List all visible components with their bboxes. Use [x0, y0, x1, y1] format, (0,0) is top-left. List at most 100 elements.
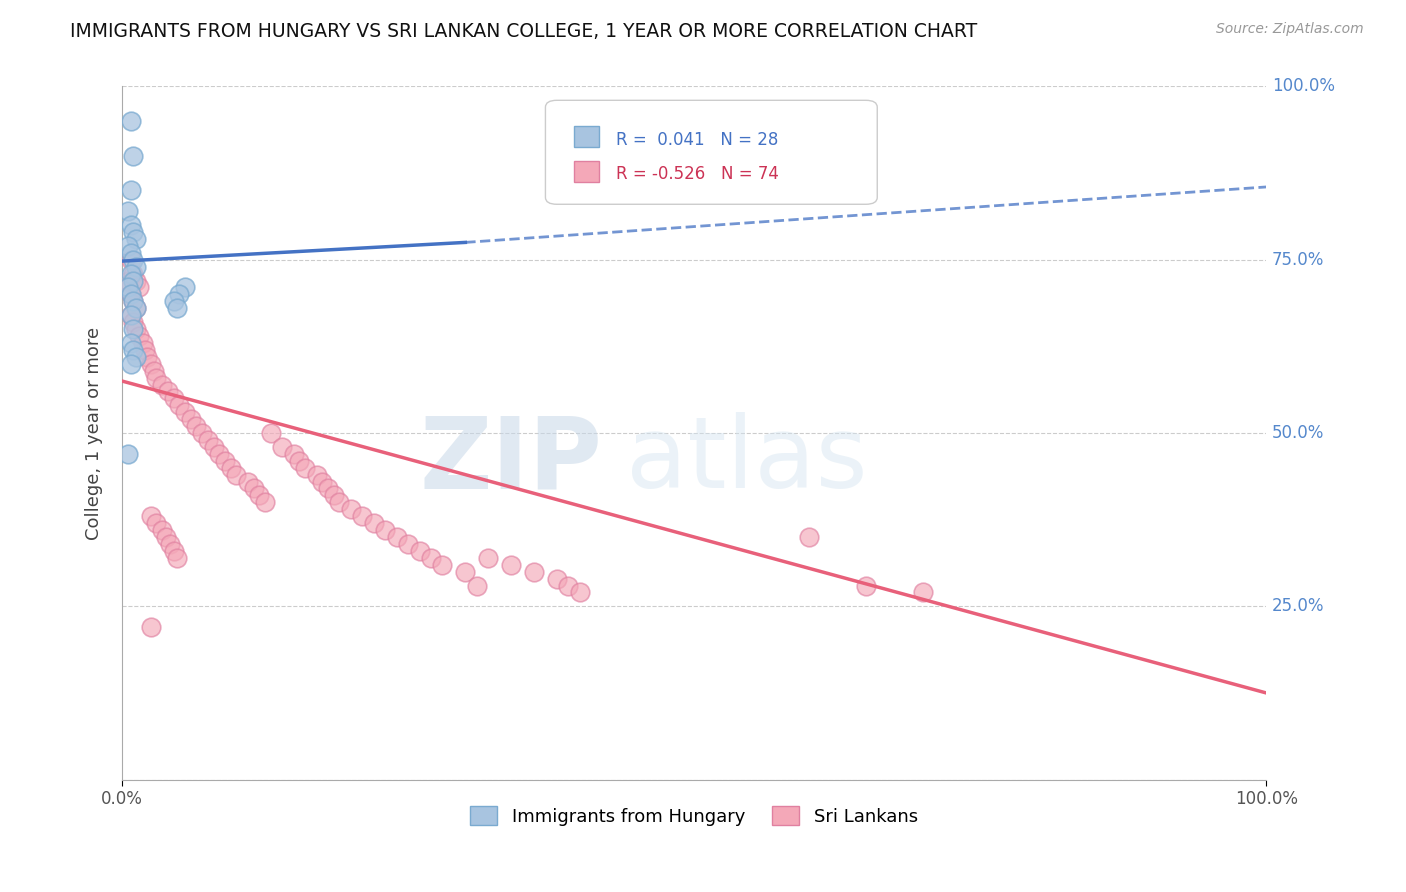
Point: [911, 585, 934, 599]
Point: [125, 260, 148, 274]
Point: [125, 350, 148, 364]
Point: [260, 425, 283, 440]
Point: [145, 370, 167, 384]
Point: [236, 475, 259, 489]
Point: [145, 516, 167, 530]
Point: [122, 343, 145, 357]
Point: [120, 287, 142, 301]
Text: atlas: atlas: [626, 412, 868, 509]
Point: [385, 530, 408, 544]
Point: [568, 585, 591, 599]
Point: [122, 273, 145, 287]
Point: [316, 482, 339, 496]
Point: [311, 475, 333, 489]
Point: [120, 287, 142, 301]
Point: [136, 350, 159, 364]
Point: [120, 267, 142, 281]
Point: [328, 495, 350, 509]
Point: [374, 523, 396, 537]
Point: [283, 447, 305, 461]
Point: [855, 578, 877, 592]
Point: [214, 454, 236, 468]
Point: [128, 329, 150, 343]
Point: [219, 460, 242, 475]
Point: [242, 482, 264, 496]
Point: [120, 357, 142, 371]
Point: [117, 280, 139, 294]
Point: [523, 565, 546, 579]
Point: [180, 412, 202, 426]
Point: [122, 294, 145, 309]
Point: [162, 294, 184, 309]
Point: [166, 550, 188, 565]
Point: [454, 565, 477, 579]
Point: [352, 509, 374, 524]
Point: [122, 315, 145, 329]
Text: 75.0%: 75.0%: [1272, 251, 1324, 268]
Point: [134, 343, 156, 357]
Point: [271, 440, 294, 454]
Point: [159, 537, 181, 551]
Point: [288, 454, 311, 468]
Point: [305, 467, 328, 482]
Point: [322, 488, 344, 502]
Point: [396, 537, 419, 551]
Text: 25.0%: 25.0%: [1272, 598, 1324, 615]
Point: [139, 357, 162, 371]
Point: [122, 225, 145, 239]
Point: [131, 335, 153, 350]
Point: [117, 273, 139, 287]
Point: [155, 530, 177, 544]
Point: [797, 530, 820, 544]
Point: [122, 267, 145, 281]
FancyBboxPatch shape: [574, 126, 599, 147]
Point: [117, 239, 139, 253]
Point: [501, 558, 523, 572]
Point: [174, 405, 197, 419]
Point: [120, 335, 142, 350]
Point: [477, 550, 499, 565]
Point: [202, 440, 225, 454]
Point: [120, 308, 142, 322]
Point: [225, 467, 247, 482]
Point: [162, 392, 184, 406]
Text: ZIP: ZIP: [420, 412, 603, 509]
Point: [340, 502, 363, 516]
Point: [167, 398, 190, 412]
Point: [125, 301, 148, 316]
Point: [125, 273, 148, 287]
Point: [166, 301, 188, 316]
Point: [125, 232, 148, 246]
Text: Source: ZipAtlas.com: Source: ZipAtlas.com: [1216, 22, 1364, 37]
Point: [420, 550, 443, 565]
Point: [557, 578, 579, 592]
Point: [122, 149, 145, 163]
Point: [162, 544, 184, 558]
Point: [432, 558, 454, 572]
Y-axis label: College, 1 year or more: College, 1 year or more: [86, 326, 103, 540]
Point: [120, 252, 142, 267]
Point: [120, 114, 142, 128]
Point: [465, 578, 488, 592]
Point: [363, 516, 385, 530]
Point: [120, 183, 142, 197]
Point: [120, 308, 142, 322]
Point: [156, 384, 179, 399]
Text: 100.0%: 100.0%: [1272, 78, 1336, 95]
Point: [122, 322, 145, 336]
Point: [174, 280, 197, 294]
Text: IMMIGRANTS FROM HUNGARY VS SRI LANKAN COLLEGE, 1 YEAR OR MORE CORRELATION CHART: IMMIGRANTS FROM HUNGARY VS SRI LANKAN CO…: [70, 22, 977, 41]
Point: [117, 204, 139, 219]
Point: [143, 364, 166, 378]
Point: [186, 419, 208, 434]
Point: [125, 301, 148, 316]
FancyBboxPatch shape: [574, 161, 599, 182]
Point: [128, 280, 150, 294]
Point: [122, 294, 145, 309]
Point: [150, 377, 173, 392]
Point: [117, 447, 139, 461]
Point: [125, 322, 148, 336]
Text: 50.0%: 50.0%: [1272, 424, 1324, 442]
Point: [120, 218, 142, 232]
Point: [167, 287, 190, 301]
